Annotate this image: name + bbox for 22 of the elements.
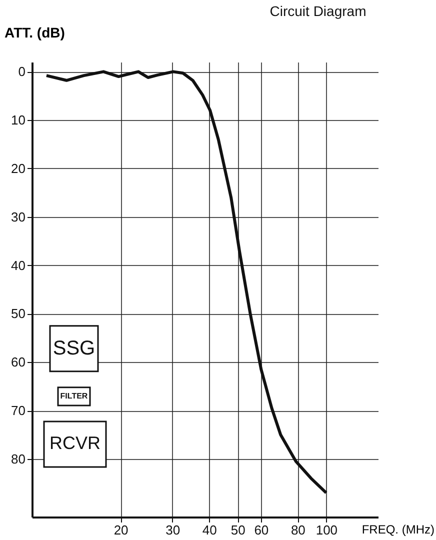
x-tick-label: 80 (290, 522, 306, 538)
y-tick-label: 70 (11, 403, 26, 418)
x-tick-label: 100 (316, 522, 338, 538)
annotation: RCVR (49, 433, 101, 454)
y-tick-label: 0 (18, 64, 26, 80)
y-tick-label: 20 (11, 160, 26, 176)
x-tick-label: 50 (230, 522, 246, 538)
y-tick-label: 50 (11, 306, 26, 322)
y-tick-label: 40 (11, 258, 26, 273)
y-tick-label: 10 (11, 112, 26, 128)
annotation: FILTER (60, 391, 88, 400)
y-tick-label: 30 (11, 209, 26, 224)
x-tick-label: 40 (202, 522, 217, 538)
x-axis-title: FREQ. (MHz) (362, 522, 435, 536)
y-axis-title: ATT. (dB) (4, 24, 65, 40)
annotation: SSG (52, 338, 96, 360)
y-tick-label: 80 (11, 451, 26, 466)
y-tick-label: 60 (11, 354, 26, 370)
x-tick-label: 60 (254, 522, 269, 538)
x-tick-label: 30 (166, 522, 180, 538)
text: Circuit Diagram (270, 3, 366, 19)
x-tick-label: 20 (114, 522, 128, 538)
